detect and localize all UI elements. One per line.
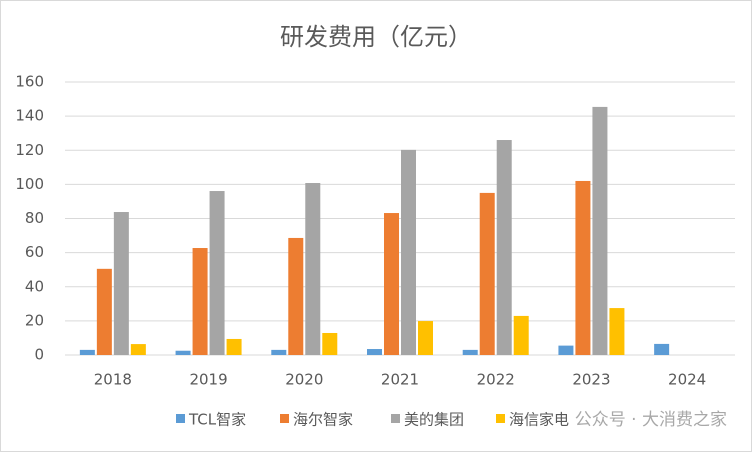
bar (496, 140, 512, 355)
bar (305, 183, 321, 355)
bar (462, 349, 478, 355)
y-tick-label: 60 (25, 243, 44, 261)
x-tick-label: 2024 (668, 371, 706, 389)
legend-swatch (391, 414, 400, 423)
y-tick-label: 140 (15, 107, 44, 125)
bar (130, 344, 146, 355)
chart-title: 研发费用（亿元） (280, 23, 472, 51)
legend-label: TCL智家 (188, 411, 246, 429)
bar (96, 268, 112, 355)
bar (209, 191, 225, 355)
bar (558, 345, 574, 355)
bar (575, 180, 591, 355)
bar (288, 237, 304, 355)
y-tick-label: 120 (15, 141, 44, 159)
x-tick-label: 2023 (572, 371, 610, 389)
y-tick-label: 160 (15, 73, 44, 91)
x-tick-label: 2019 (189, 371, 227, 389)
bar (609, 308, 625, 355)
y-tick-label: 100 (15, 175, 44, 193)
bar (322, 332, 338, 355)
x-tick-label: 2021 (381, 371, 419, 389)
y-tick-label: 40 (25, 277, 44, 295)
x-tick-label: 2020 (285, 371, 323, 389)
legend-label: 海尔智家 (293, 411, 353, 429)
watermark: 公众号 · 大消费之家 (575, 410, 727, 430)
bar (418, 321, 433, 355)
legend-label: 海信家电 (509, 411, 569, 429)
y-tick-label: 0 (34, 346, 44, 364)
legend-label: 美的集团 (404, 411, 464, 429)
bar (592, 106, 608, 355)
bar (401, 149, 416, 355)
bar (175, 350, 191, 355)
bar (226, 338, 242, 355)
bar (192, 248, 208, 355)
legend-swatch (176, 414, 185, 423)
bar (113, 212, 129, 355)
bar (479, 192, 495, 355)
bar (654, 343, 670, 355)
legend-swatch (496, 414, 505, 423)
x-tick-label: 2022 (477, 371, 515, 389)
bar (513, 315, 529, 355)
legend-swatch (280, 414, 289, 423)
y-tick-label: 20 (25, 311, 44, 329)
bar (79, 349, 95, 355)
bar (367, 349, 382, 355)
x-tick-label: 2018 (94, 371, 132, 389)
bar (271, 349, 287, 355)
y-tick-label: 80 (25, 209, 44, 227)
bar (384, 213, 399, 355)
